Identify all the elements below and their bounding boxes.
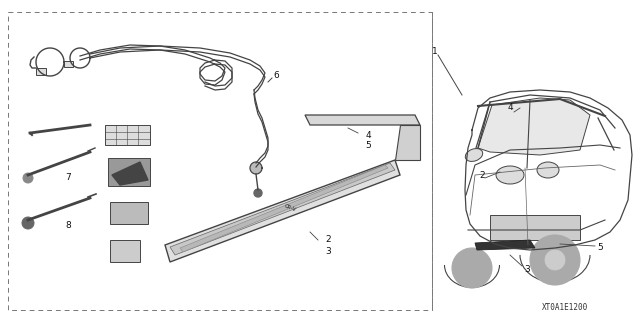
Circle shape (545, 250, 565, 270)
Text: XT0A1E1200: XT0A1E1200 (542, 303, 588, 313)
Bar (490, 215, 580, 240)
Circle shape (254, 189, 262, 197)
Text: 2: 2 (479, 170, 485, 180)
Text: 8: 8 (65, 220, 71, 229)
Polygon shape (165, 160, 400, 262)
Polygon shape (112, 162, 148, 185)
Text: 6: 6 (273, 70, 279, 79)
Bar (8, 12, 432, 310)
Circle shape (452, 248, 492, 288)
Text: 3: 3 (524, 265, 530, 275)
Ellipse shape (537, 162, 559, 178)
Text: 5: 5 (365, 140, 371, 150)
Ellipse shape (465, 149, 483, 161)
Bar (108, 158, 150, 186)
Circle shape (23, 173, 33, 183)
Bar (64, 61, 73, 67)
Polygon shape (305, 115, 420, 125)
Polygon shape (478, 98, 590, 155)
Bar (105, 125, 150, 145)
Polygon shape (170, 163, 395, 255)
Text: 5: 5 (597, 243, 603, 253)
Circle shape (22, 217, 34, 229)
Text: 2: 2 (325, 235, 331, 244)
Bar (36, 68, 46, 75)
Ellipse shape (496, 166, 524, 184)
Text: 4: 4 (365, 130, 371, 139)
Text: 4: 4 (507, 103, 513, 113)
Bar (110, 202, 148, 224)
Bar (110, 240, 140, 262)
Text: 7: 7 (65, 174, 71, 182)
Polygon shape (180, 165, 388, 252)
Text: 3: 3 (325, 248, 331, 256)
Text: CR-V: CR-V (284, 203, 297, 213)
Polygon shape (395, 125, 420, 160)
Polygon shape (475, 240, 535, 250)
Text: 1: 1 (432, 48, 438, 56)
Circle shape (251, 163, 261, 173)
Circle shape (530, 235, 580, 285)
